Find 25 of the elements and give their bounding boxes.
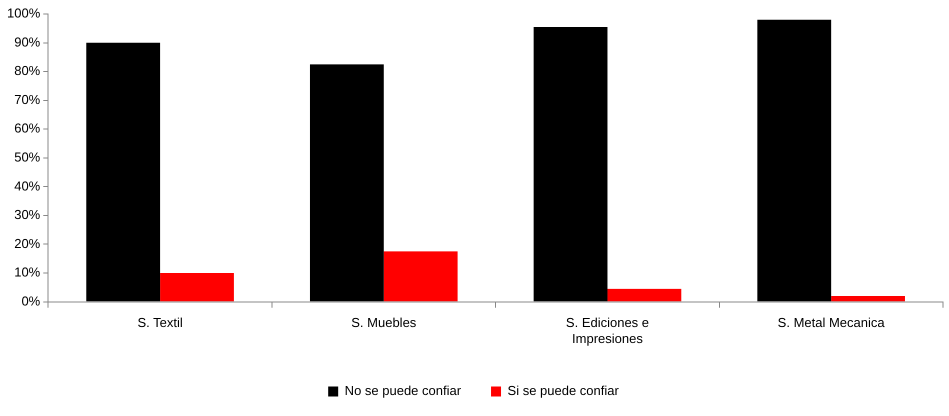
bar bbox=[160, 273, 234, 302]
x-tick-label: S. Metal Mecanica bbox=[778, 315, 886, 330]
y-tick-label: 80% bbox=[14, 63, 41, 78]
y-tick-label: 70% bbox=[14, 92, 41, 107]
bar bbox=[831, 296, 905, 302]
y-tick-label: 60% bbox=[14, 120, 41, 136]
legend-label: Si se puede confiar bbox=[508, 383, 620, 398]
y-tick-label: 100% bbox=[7, 6, 41, 21]
bar bbox=[534, 26, 608, 302]
legend-label: No se puede confiar bbox=[344, 383, 462, 398]
y-tick-label: 10% bbox=[14, 264, 41, 280]
y-tick-label: 20% bbox=[14, 236, 41, 251]
x-tick-label: S. Textil bbox=[137, 315, 183, 330]
bar bbox=[384, 251, 458, 302]
y-tick-label: 90% bbox=[14, 34, 41, 50]
bar bbox=[757, 20, 832, 302]
bar bbox=[310, 64, 384, 302]
y-tick-label: 50% bbox=[14, 149, 41, 164]
y-tick-label: 40% bbox=[14, 178, 41, 194]
bar bbox=[86, 42, 160, 302]
y-tick-label: 30% bbox=[14, 207, 41, 222]
y-tick-label: 0% bbox=[21, 293, 41, 308]
bar bbox=[607, 288, 682, 302]
x-tick-label: S. Muebles bbox=[351, 315, 417, 330]
x-tick-label: S. Ediciones e Impresiones bbox=[566, 315, 650, 346]
